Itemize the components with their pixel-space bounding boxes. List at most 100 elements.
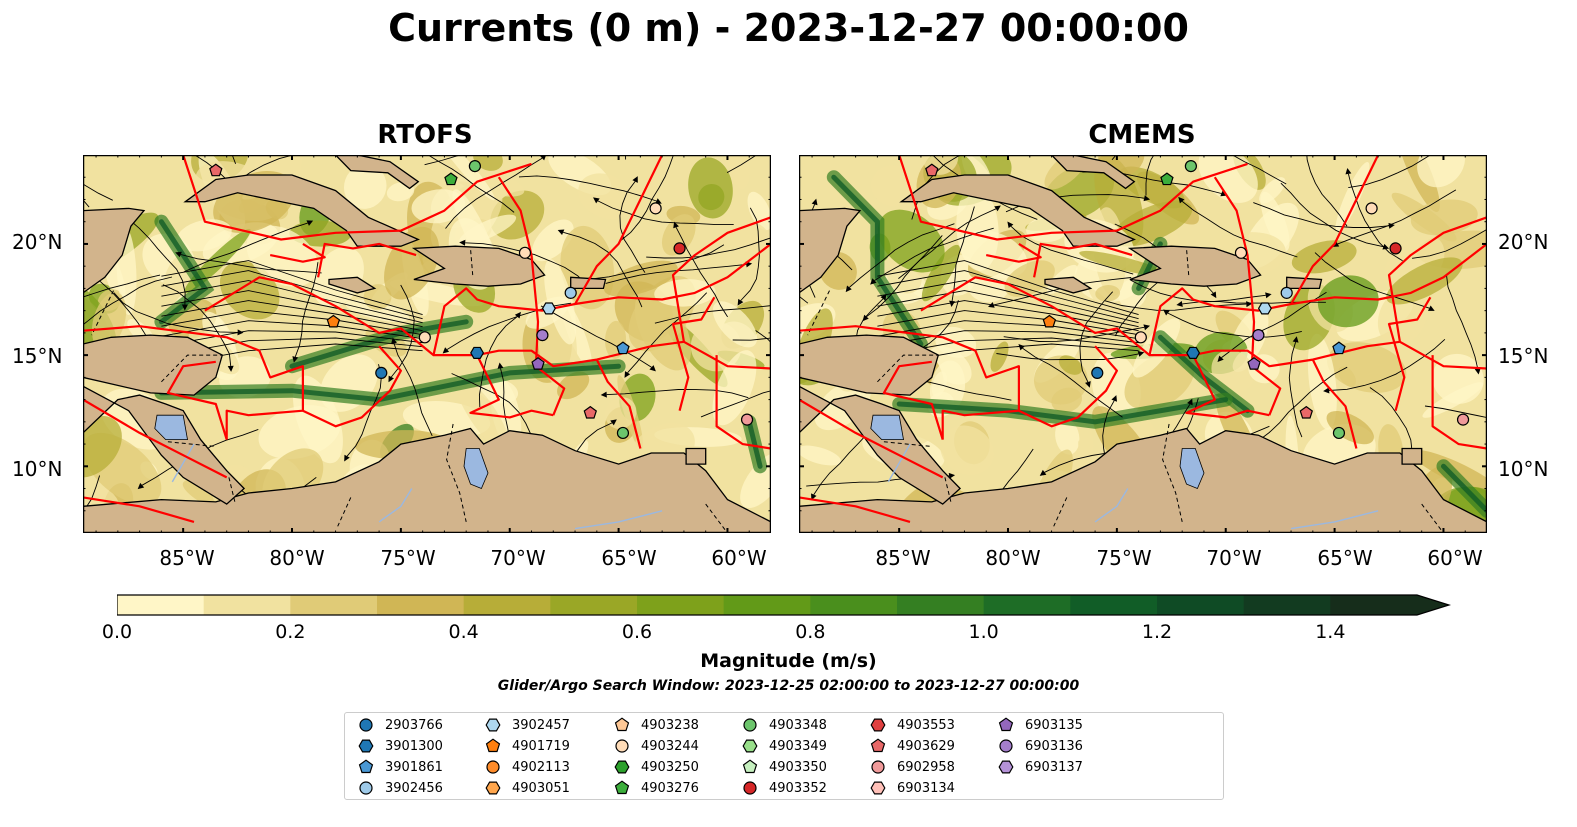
legend-item-label: 6903135 [1025,717,1083,733]
legend-item-label: 6903134 [897,780,955,796]
cmems-map [799,155,1487,533]
legend-item-label: 4903629 [897,738,955,754]
legend-marker [870,781,886,795]
legend-item: 4903051 [484,778,570,798]
legend-item: 3901861 [357,757,443,777]
lon-label-85w: 85°W [159,546,215,570]
legend-item: 6903137 [997,757,1083,777]
lon-label-60w: 60°W [711,546,767,570]
legend-marker [485,781,501,795]
legend-item: 6903136 [997,736,1083,756]
float-marker [536,329,549,342]
lat-label-15n-right: 15°N [1498,344,1549,368]
circle-marker-icon [359,718,373,732]
legend-item: 4902113 [484,757,570,777]
colorbar-tick-label: 0.0 [101,621,133,643]
legend-marker [871,760,885,774]
legend-item: 6903135 [997,715,1083,735]
colorbar-tick-label: 0.8 [795,621,826,643]
legend-item-label: 4903238 [641,717,699,733]
legend-item-label: 4901719 [512,738,570,754]
float-marker [1299,405,1313,419]
legend-marker [486,760,500,774]
legend-item: 3902456 [357,778,443,798]
float-marker [444,172,458,186]
lon-label-80w: 80°W [269,546,325,570]
legend-item-label: 3901861 [385,759,443,775]
rtofs-map [83,155,771,533]
lat-label-10n: 10°N [12,457,63,481]
legend-marker [358,759,374,774]
hexagon-marker-icon [485,718,501,732]
legend-marker [870,718,886,732]
legend-item-label: 4902113 [512,759,570,775]
circle-marker-icon [615,739,629,753]
legend-item-label: 4903553 [897,717,955,733]
panel-title-cmems: CMEMS [1088,120,1196,150]
colorbar-label: Magnitude (m/s) [700,650,877,672]
float-marker [1389,242,1402,255]
legend-marker [743,718,757,732]
legend-item: 4903629 [869,736,955,756]
float-marker [1280,286,1293,299]
hexagon-marker-icon [998,760,1014,774]
legend-marker [485,718,501,732]
lon-label-75w: 75°W [380,546,436,570]
float-marker [375,366,388,380]
pentagon-marker-icon [742,759,758,774]
legend-item-label: 6902958 [897,759,955,775]
legend-marker [999,739,1013,753]
float-marker [1160,172,1174,186]
pentagon-marker-icon [870,738,886,753]
legend-marker [614,717,630,732]
float-marker [470,346,485,359]
lon-label-70w-right: 70°W [1206,546,1262,570]
float-marker [740,413,754,426]
legend-marker [615,739,629,753]
pentagon-marker-icon [614,717,630,732]
search-window-text: Glider/Argo Search Window: 2023-12-25 02… [497,678,1080,694]
colorbar-tick-label: 1.4 [1315,621,1346,643]
legend-item: 4903553 [869,715,955,735]
hexagon-marker-icon [870,781,886,795]
float-marker [418,331,431,344]
circle-marker-icon [359,781,373,795]
pentagon-marker-icon [358,759,374,774]
legend-marker [998,717,1014,732]
figure-title: Currents (0 m) - 2023-12-27 00:00:00 [388,6,1189,50]
colorbar-tick-label: 0.6 [621,621,653,643]
lon-label-60w-right: 60°W [1427,546,1483,570]
float-marker [1186,346,1201,359]
float-marker [1234,246,1248,259]
lon-label-70w: 70°W [490,546,546,570]
colorbar-tick-label: 0.2 [275,621,306,643]
float-marker [1091,366,1104,380]
float-marker [1456,413,1470,426]
circle-marker-icon [743,718,757,732]
legend-item-label: 4903244 [641,738,699,754]
float-marker [564,286,577,299]
legend-marker [485,738,501,753]
legend-item-label: 6903137 [1025,759,1083,775]
legend-item: 4903349 [741,736,827,756]
legend-item: 4903244 [613,736,699,756]
hexagon-marker-icon [742,739,758,753]
lon-label-75w-right: 75°W [1096,546,1152,570]
float-marker [616,426,630,440]
legend-item-label: 2903766 [385,717,443,733]
lon-label-65w: 65°W [601,546,657,570]
legend-item-label: 4903276 [641,780,699,796]
legend-item-label: 6903136 [1025,738,1083,754]
colorbar [117,594,1452,616]
float-marker [649,202,662,215]
legend-item: 3901300 [357,736,443,756]
hexagon-marker-icon [358,739,374,753]
legend-item: 3902457 [484,715,570,735]
legend-marker [743,781,757,795]
legend-item: 4903348 [741,715,827,735]
lat-label-15n: 15°N [12,344,63,368]
hexagon-marker-icon [614,760,630,774]
legend-marker [998,760,1014,774]
float-marker [531,356,545,370]
circle-marker-icon [486,760,500,774]
